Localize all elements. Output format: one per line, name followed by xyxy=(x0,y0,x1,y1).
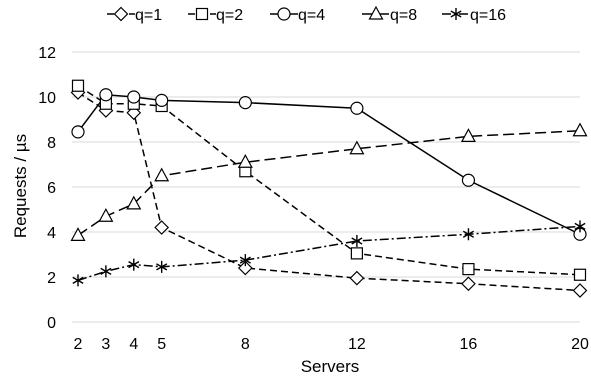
data-point-q-4 xyxy=(127,90,141,104)
data-point-q-16 xyxy=(72,274,84,287)
series-markers xyxy=(70,79,588,298)
x-tick-label: 8 xyxy=(241,336,250,353)
data-point-q-16 xyxy=(156,260,168,273)
x-axis-ticks: 2 3 4 5 8 12 16 20 xyxy=(74,336,589,353)
data-point-q-1 xyxy=(237,260,253,276)
data-point-q-1 xyxy=(461,276,476,292)
series-line-q-1 xyxy=(77,91,581,292)
data-point-q-4 xyxy=(461,173,476,187)
data-point-q-4 xyxy=(238,96,252,110)
legend-marker-q-8 xyxy=(368,5,384,20)
legend-label-q-4: q=4 xyxy=(298,7,325,24)
legend-label-q-1: q=1 xyxy=(135,7,162,24)
y-tick-label: 2 xyxy=(47,270,56,287)
data-point-q-8 xyxy=(237,153,253,168)
y-axis-ticks: 0 2 4 6 8 10 12 xyxy=(38,45,56,332)
data-point-q-2 xyxy=(573,268,587,281)
x-tick-label: 2 xyxy=(74,336,83,353)
data-point-q-16 xyxy=(351,235,363,247)
data-point-q-1 xyxy=(572,283,588,298)
legend-marker-q-16 xyxy=(450,8,462,20)
legend-label-q-8: q=8 xyxy=(390,7,417,24)
data-point-q-16 xyxy=(239,254,251,267)
y-tick-label: 12 xyxy=(38,45,56,62)
legend: q=1 q=2 q=4 q=8 q=16 xyxy=(107,5,506,24)
y-tick-label: 6 xyxy=(47,180,56,197)
gridlines xyxy=(72,51,580,323)
data-point-q-8 xyxy=(98,207,114,222)
data-point-q-16 xyxy=(128,258,140,271)
data-point-q-1 xyxy=(154,220,170,235)
legend-label-q-16: q=16 xyxy=(470,7,506,24)
data-point-q-1 xyxy=(349,270,365,286)
x-tick-label: 20 xyxy=(571,336,589,353)
legend-label-q-2: q=2 xyxy=(216,7,243,24)
y-tick-label: 8 xyxy=(47,135,56,152)
y-tick-label: 0 xyxy=(47,315,56,332)
data-point-q-4 xyxy=(99,88,113,102)
x-tick-label: 4 xyxy=(129,336,138,353)
data-point-q-4 xyxy=(155,93,169,107)
x-tick-label: 5 xyxy=(157,336,166,353)
series-lines xyxy=(77,85,581,292)
x-axis-title: Servers xyxy=(301,357,360,376)
data-point-q-4 xyxy=(350,101,364,115)
legend-marker-q-1 xyxy=(113,6,129,22)
y-tick-label: 4 xyxy=(47,225,56,242)
x-tick-label: 3 xyxy=(101,336,110,353)
y-axis-title: Requests / µs xyxy=(11,134,30,238)
data-point-q-8 xyxy=(572,122,588,137)
data-point-q-8 xyxy=(154,167,170,182)
legend-marker-q-4 xyxy=(277,7,291,21)
data-point-q-8 xyxy=(126,195,142,210)
data-point-q-8 xyxy=(70,227,86,241)
y-tick-label: 10 xyxy=(38,90,56,107)
x-tick-label: 12 xyxy=(348,336,366,353)
x-tick-label: 16 xyxy=(460,336,478,353)
series-line-q-16 xyxy=(77,225,581,282)
series-line-q-2 xyxy=(77,85,581,276)
data-point-q-8 xyxy=(349,140,365,155)
data-point-q-16 xyxy=(574,220,586,233)
data-point-q-4 xyxy=(71,125,85,139)
data-point-q-8 xyxy=(460,128,476,142)
legend-marker-q-2 xyxy=(195,7,209,21)
data-point-q-2 xyxy=(71,79,85,92)
series-line-q-8 xyxy=(77,130,581,236)
data-point-q-16 xyxy=(100,265,112,278)
series-line-q-4 xyxy=(77,93,581,235)
data-point-q-2 xyxy=(350,247,363,260)
data-point-q-2 xyxy=(462,263,475,276)
data-point-q-16 xyxy=(462,228,474,241)
